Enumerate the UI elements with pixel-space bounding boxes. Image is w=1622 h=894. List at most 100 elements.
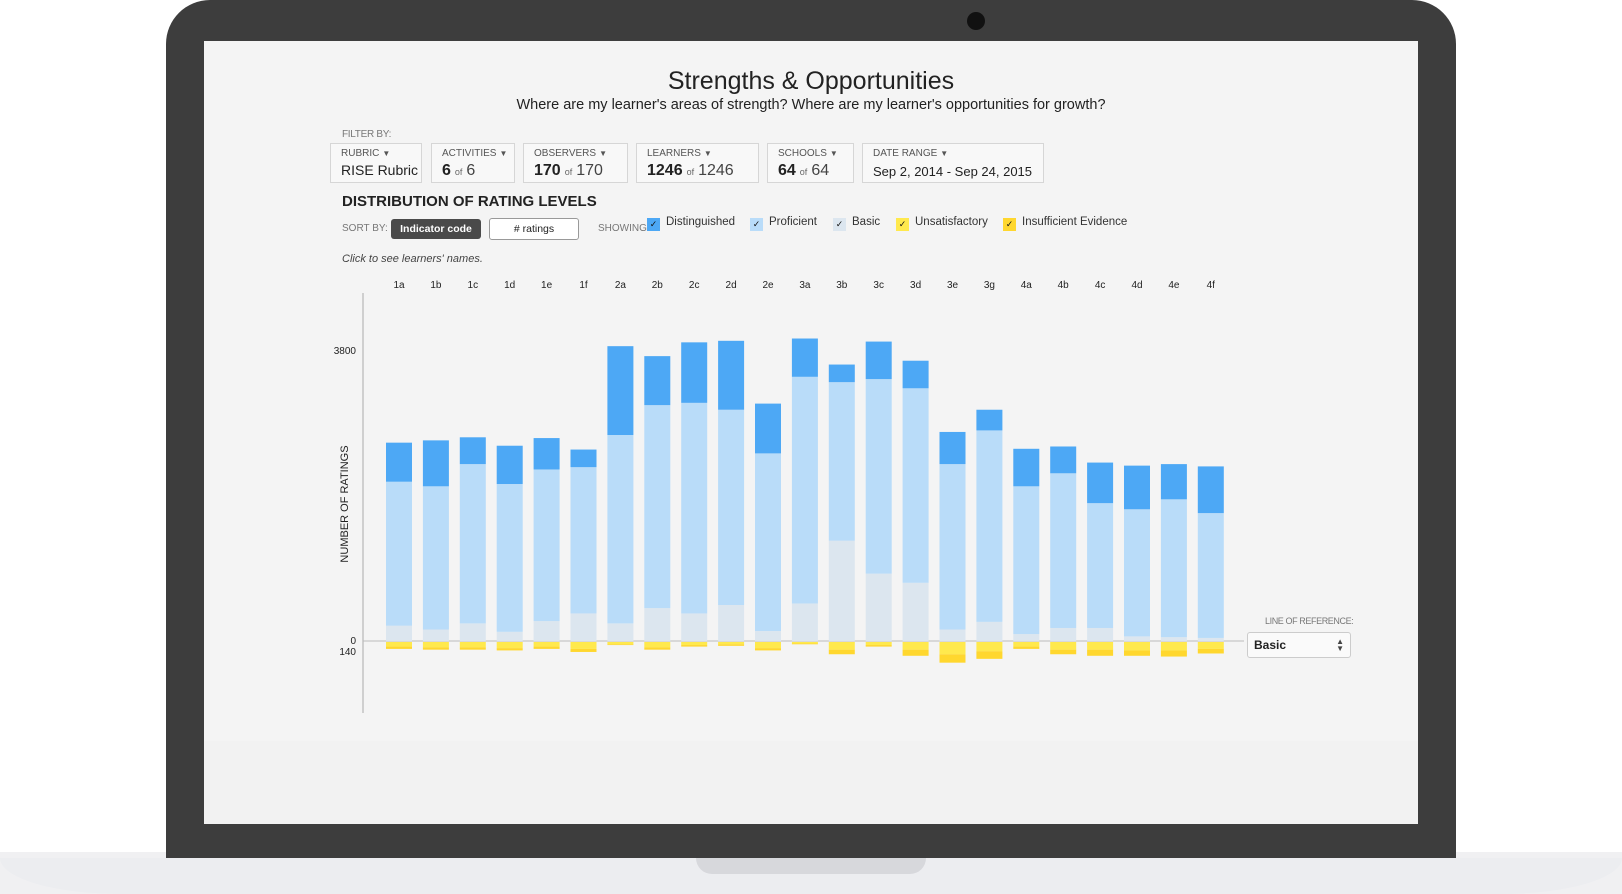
filter-by-label: FILTER BY: [342, 129, 392, 140]
filter-observers[interactable]: OBSERVERS ▼ 170 of 170 [523, 143, 628, 183]
bar-distinguished [459, 437, 486, 465]
legend-distinguished[interactable]: ✓ Distinguished [647, 216, 735, 231]
filter-activities[interactable]: ACTIVITIES ▼ 6 of 6 [431, 143, 515, 183]
filter-schools-total: 64 [811, 162, 830, 179]
bar-proficient [496, 484, 523, 632]
checkbox-checked-icon[interactable]: ✓ [647, 218, 660, 231]
bar-unsatisfactory [533, 642, 560, 647]
sort-indicator-code-button[interactable]: Indicator code [391, 219, 481, 239]
bar-insufficient-evidence [386, 646, 412, 649]
x-tick-label: 1c [468, 280, 479, 291]
filter-observers-label: OBSERVERS [534, 148, 597, 159]
sort-ratings-button[interactable]: # ratings [489, 218, 579, 240]
bar-unsatisfactory [865, 642, 892, 646]
bar-insufficient-evidence [533, 646, 560, 649]
filter-activities-total: 6 [466, 162, 476, 179]
checkbox-checked-icon[interactable]: ✓ [750, 218, 763, 231]
filter-rubric-label: RUBRIC [341, 148, 380, 159]
bar-unsatisfactory [1050, 642, 1077, 650]
bar-basic [496, 631, 523, 641]
bar-distinguished [644, 356, 671, 406]
bar-distinguished [976, 409, 1003, 431]
bar-proficient [533, 469, 560, 622]
line-of-reference-select[interactable]: Basic ▲ ▼ [1247, 632, 1351, 658]
bar-basic [1050, 627, 1077, 641]
filter-date-range[interactable]: DATE RANGE ▼ Sep 2, 2014 - Sep 24, 2015 [862, 143, 1044, 183]
checkbox-checked-icon[interactable]: ✓ [833, 218, 846, 231]
bar-basic [791, 603, 818, 641]
bar-unsatisfactory [939, 642, 966, 655]
bar-distinguished [570, 449, 597, 468]
bar-unsatisfactory [1087, 642, 1114, 650]
page-subtitle: Where are my learner's areas of strength… [516, 97, 1106, 113]
filter-learners-of: of [686, 167, 695, 177]
legend-unsatisfactory[interactable]: ✓ Unsatisfactory [896, 216, 988, 231]
bar-basic [570, 613, 597, 641]
y-tick-label: 140 [339, 647, 356, 658]
bar-distinguished [1124, 465, 1150, 510]
bar-unsatisfactory [791, 642, 818, 644]
bar-basic [902, 582, 929, 641]
x-tick-label: 4c [1095, 280, 1106, 291]
bar-proficient [644, 405, 671, 609]
bar-proficient [386, 481, 412, 626]
checkbox-checked-icon[interactable]: ✓ [896, 218, 909, 231]
bar-distinguished [681, 342, 708, 403]
bar-unsatisfactory [644, 642, 671, 648]
legend-distinguished-label: Distinguished [666, 216, 736, 228]
bar-insufficient-evidence [755, 648, 781, 651]
bar-unsatisfactory [1197, 642, 1224, 649]
filter-observers-selected: 170 [534, 162, 561, 179]
filter-date-range-value: Sep 2, 2014 - Sep 24, 2015 [873, 164, 1033, 179]
bar-distinguished [386, 442, 412, 482]
bar-unsatisfactory [459, 642, 486, 648]
bar-insufficient-evidence [865, 645, 892, 647]
bar-insufficient-evidence [459, 647, 486, 650]
bar-insufficient-evidence [570, 648, 597, 652]
legend-proficient-label: Proficient [769, 216, 817, 228]
sort-by-label: SORT BY: [342, 223, 388, 234]
filter-observers-of: of [564, 167, 573, 177]
bar-basic [718, 605, 745, 641]
bar-unsatisfactory [828, 642, 855, 650]
x-tick-label: 4f [1207, 280, 1216, 291]
bar-distinguished [755, 403, 781, 454]
bar-basic [422, 629, 449, 641]
filter-schools[interactable]: SCHOOLS ▼ 64 of 64 [767, 143, 854, 183]
checkbox-checked-icon[interactable]: ✓ [1003, 218, 1016, 231]
line-of-reference-value: Basic [1254, 638, 1287, 652]
bar-proficient [422, 486, 449, 630]
bar-distinguished [865, 341, 892, 380]
filter-learners-selected: 1246 [647, 162, 683, 179]
bar-proficient [1087, 503, 1114, 628]
bar-unsatisfactory [1160, 642, 1187, 651]
bar-insufficient-evidence [1087, 649, 1114, 656]
legend-basic[interactable]: ✓ Basic [833, 216, 880, 231]
distribution-title: DISTRIBUTION OF RATING LEVELS [342, 193, 597, 210]
bar-distinguished [1013, 448, 1040, 487]
legend-proficient[interactable]: ✓ Proficient [750, 216, 817, 231]
caret-down-icon: ▼ [499, 149, 508, 158]
bar-proficient [1050, 473, 1077, 628]
bar-basic [939, 629, 966, 641]
filter-learners[interactable]: LEARNERS ▼ 1246 of 1246 [636, 143, 759, 183]
legend-insufficient-evidence[interactable]: ✓ Insufficient Evidence [1003, 216, 1127, 231]
screen: Strengths & Opportunities Where are my l… [204, 41, 1418, 824]
filter-learners-label: LEARNERS [647, 148, 701, 159]
bar-basic [865, 573, 892, 641]
bar-distinguished [791, 338, 818, 377]
showing-label: SHOWING: [598, 223, 650, 234]
filter-date-range-label: DATE RANGE [873, 148, 938, 159]
bar-unsatisfactory [386, 642, 412, 647]
bar-proficient [791, 376, 818, 604]
camera-icon [967, 12, 985, 30]
x-tick-label: 1d [504, 280, 515, 291]
page-title: Strengths & Opportunities [667, 67, 955, 95]
bar-distinguished [828, 364, 855, 383]
bar-basic [976, 621, 1003, 641]
x-tick-label: 4d [1131, 280, 1142, 291]
filter-rubric-value: RISE Rubric [341, 162, 419, 178]
filter-rubric[interactable]: RUBRIC ▼ RISE Rubric [330, 143, 422, 183]
x-tick-label: 4a [1021, 280, 1033, 291]
